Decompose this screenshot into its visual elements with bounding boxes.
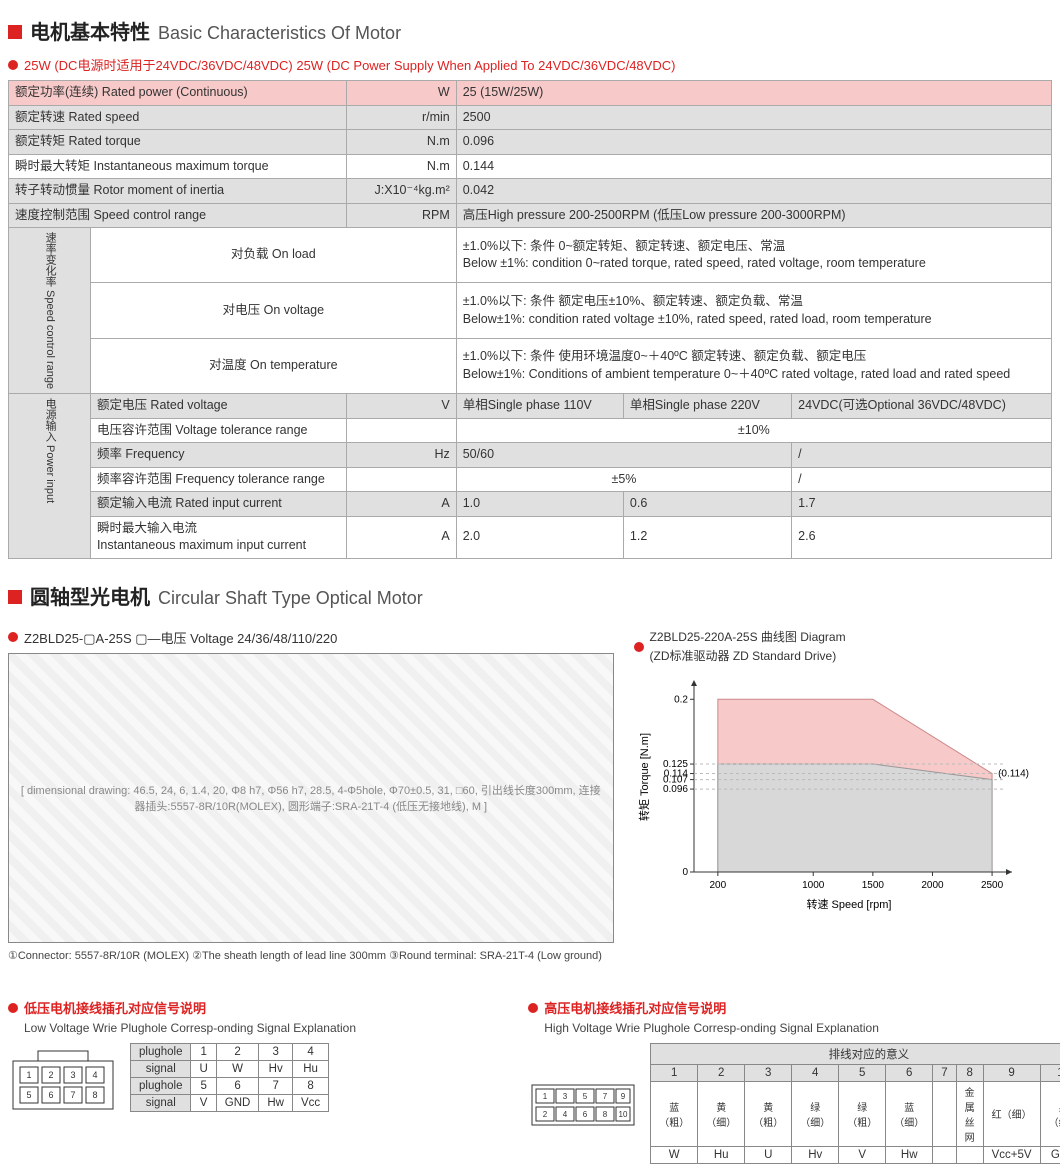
section1-bullet: 25W (DC电源时适用于24VDC/36VDC/48VDC) 25W (DC … (24, 55, 675, 74)
bullet-icon (8, 60, 18, 70)
section2-title-en: Circular Shaft Type Optical Motor (158, 588, 423, 609)
svg-text:2: 2 (48, 1070, 53, 1080)
svg-text:6: 6 (583, 1110, 588, 1119)
svg-text:3: 3 (563, 1092, 568, 1101)
chart-title-2: (ZD标准驱动器 ZD Standard Drive) (650, 647, 846, 664)
svg-text:1500: 1500 (861, 880, 884, 891)
svg-text:4: 4 (563, 1110, 568, 1119)
svg-text:6: 6 (48, 1090, 53, 1100)
svg-text:转速 Speed [rpm]: 转速 Speed [rpm] (806, 897, 891, 911)
svg-text:2500: 2500 (980, 880, 1003, 891)
dimensional-drawing: [ dimensional drawing: 46.5, 24, 6, 1.4,… (8, 653, 614, 943)
section1-title-en: Basic Characteristics Of Motor (158, 23, 401, 44)
svg-text:7: 7 (603, 1092, 608, 1101)
svg-text:5: 5 (583, 1092, 588, 1101)
section2-title-cn: 圆轴型光电机 (30, 581, 150, 610)
bullet-icon (634, 642, 644, 652)
hv-title-en: High Voltage Wrie Plughole Corresp-ondin… (544, 1021, 1060, 1035)
svg-text:2000: 2000 (921, 880, 944, 891)
section1-title-cn: 电机基本特性 (30, 16, 150, 45)
svg-text:0: 0 (682, 867, 688, 878)
svg-text:5: 5 (26, 1090, 31, 1100)
torque-speed-chart: 00.0960.1070.1140.1250.22001000150020002… (634, 672, 1054, 892)
svg-text:4: 4 (92, 1070, 97, 1080)
svg-text:9: 9 (621, 1092, 626, 1101)
svg-text:2: 2 (543, 1110, 548, 1119)
lv-title-en: Low Voltage Wrie Plughole Corresp-onding… (24, 1021, 488, 1035)
section-marker (8, 590, 22, 604)
bullet-icon (528, 1003, 538, 1013)
svg-text:0.125: 0.125 (662, 759, 687, 770)
drawing-footnote: ①Connector: 5557-8R/10R (MOLEX) ②The she… (8, 949, 614, 962)
svg-text:8: 8 (92, 1090, 97, 1100)
lv-signal-table: plughole1234signalUWHvHuplughole5678sign… (130, 1043, 329, 1112)
svg-text:(0.114): (0.114) (998, 768, 1029, 779)
svg-text:1000: 1000 (802, 880, 825, 891)
svg-text:0.096: 0.096 (662, 784, 687, 795)
model-code: Z2BLD25-▢A-25S ▢—电压 Voltage 24/36/48/110… (24, 628, 337, 647)
svg-text:8: 8 (603, 1110, 608, 1119)
svg-text:转矩 Torque [N.m]: 转矩 Torque [N.m] (637, 733, 651, 821)
bullet-icon (8, 632, 18, 642)
bullet-icon (8, 1003, 18, 1013)
svg-text:1: 1 (26, 1070, 31, 1080)
svg-text:10: 10 (619, 1110, 628, 1119)
svg-text:200: 200 (709, 880, 726, 891)
hv-title-cn: 高压电机接线插孔对应信号说明 (544, 998, 726, 1017)
lv-connector-icon: 1 2 3 4 5 6 7 8 (8, 1043, 118, 1113)
svg-text:3: 3 (70, 1070, 75, 1080)
spec-table: 额定功率(连续) Rated power (Continuous)W25 (15… (8, 80, 1052, 559)
lv-title-cn: 低压电机接线插孔对应信号说明 (24, 998, 206, 1017)
svg-text:0.2: 0.2 (674, 694, 688, 705)
svg-text:0.114: 0.114 (663, 768, 688, 779)
svg-text:1: 1 (543, 1092, 548, 1101)
hv-connector-icon: 1 3 5 7 9 2 4 6 8 10 (528, 1073, 638, 1133)
svg-text:7: 7 (70, 1090, 75, 1100)
chart-title-1: Z2BLD25-220A-25S 曲线图 Diagram (650, 628, 846, 645)
hv-signal-table: 排线对应的意义12345678910蓝（粗）黄（细）黄（粗）绿（细）绿（粗）蓝（… (650, 1043, 1060, 1164)
section-marker (8, 25, 22, 39)
